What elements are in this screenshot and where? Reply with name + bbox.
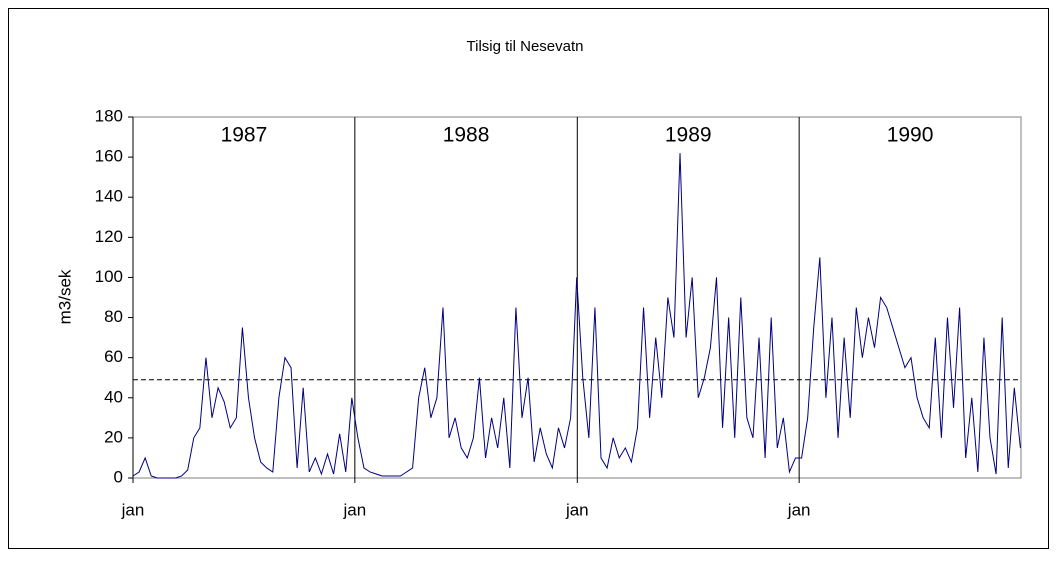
x-tick-label: jan xyxy=(121,500,145,519)
y-tick-label: 180 xyxy=(95,106,123,125)
year-label: 1987 xyxy=(221,124,268,147)
y-tick-label: 60 xyxy=(104,347,123,366)
year-label: 1988 xyxy=(443,124,490,147)
y-tick-label: 0 xyxy=(114,467,123,486)
year-label: 1989 xyxy=(665,124,712,147)
year-label: 1990 xyxy=(887,124,934,147)
y-tick-label: 20 xyxy=(104,427,123,446)
data-line xyxy=(132,153,1021,479)
y-tick-label: 140 xyxy=(95,187,123,206)
chart-title: Tilsig til Nesevatn xyxy=(467,38,584,55)
y-tick-label: 40 xyxy=(104,387,123,406)
y-tick-label: 120 xyxy=(95,227,123,246)
y-tick-label: 100 xyxy=(95,267,123,286)
y-tick-label: 80 xyxy=(104,307,123,326)
x-tick-label: jan xyxy=(565,500,589,519)
y-axis-label: m3/sek xyxy=(55,269,74,324)
chart-border xyxy=(8,8,1049,549)
y-tick-label: 160 xyxy=(95,147,123,166)
x-tick-label: jan xyxy=(787,500,811,519)
x-tick-label: jan xyxy=(343,500,367,519)
